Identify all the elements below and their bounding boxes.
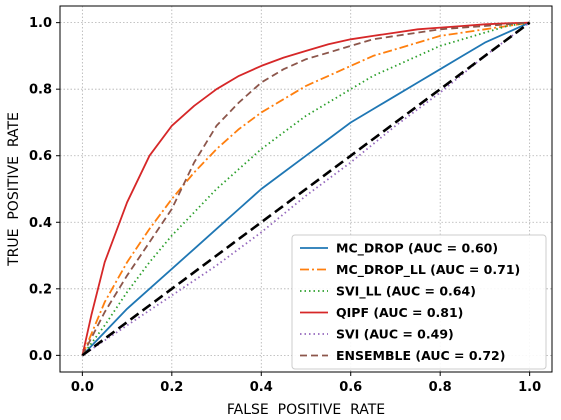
x-tick-label: 0.6: [339, 380, 362, 395]
legend-label-2: SVI_LL (AUC = 0.64): [336, 284, 476, 300]
x-axis-ticks: 0.0 0.2 0.4 0.6 0.8 1.0: [71, 372, 541, 395]
grid-lines: [60, 6, 552, 372]
y-tick-label: 1.0: [29, 16, 52, 31]
plot-frame: [59, 5, 553, 373]
y-tick-label: 0.6: [29, 149, 52, 164]
y-tick-label: 0.2: [29, 282, 52, 297]
x-tick-label: 0.4: [250, 380, 273, 395]
x-tick-label: 0.0: [71, 380, 94, 395]
legend-label-3: QIPF (AUC = 0.81): [336, 305, 463, 320]
legend-label-1: MC_DROP_LL (AUC = 0.71): [336, 262, 520, 278]
reference-line-layer: [81, 21, 531, 357]
series-line-5: [81, 21, 530, 356]
series-line-3: [81, 21, 530, 356]
series-line-1: [81, 21, 530, 356]
y-tick-label: 0.0: [29, 349, 52, 364]
y-tick-label: 0.4: [29, 216, 52, 231]
x-tick-label: 1.0: [518, 380, 541, 395]
legend-label-5: ENSEMBLE (AUC = 0.72): [336, 348, 505, 363]
series-line-4: [81, 21, 531, 357]
legend-box: [291, 234, 547, 370]
legend: MC_DROP (AUC = 0.60) MC_DROP_LL (AUC = 0.…: [291, 234, 547, 370]
series-line-2: [81, 21, 530, 356]
x-tick-label: 0.2: [160, 380, 183, 395]
legend-label-0: MC_DROP (AUC = 0.60): [336, 241, 498, 257]
y-axis-ticks: 0.0 0.2 0.4 0.6 0.8 1.0: [29, 16, 60, 364]
x-tick-label: 0.8: [429, 380, 452, 395]
series-line-0: [81, 21, 530, 357]
y-tick-label: 0.8: [29, 83, 52, 98]
reference-diagonal-line: [81, 21, 531, 357]
x-axis-label: FALSE POSITIVE RATE: [227, 402, 385, 418]
series-layer: [81, 21, 531, 357]
legend-label-4: SVI (AUC = 0.49): [336, 327, 454, 342]
y-axis-label: TRUE POSITIVE RATE: [6, 112, 22, 267]
